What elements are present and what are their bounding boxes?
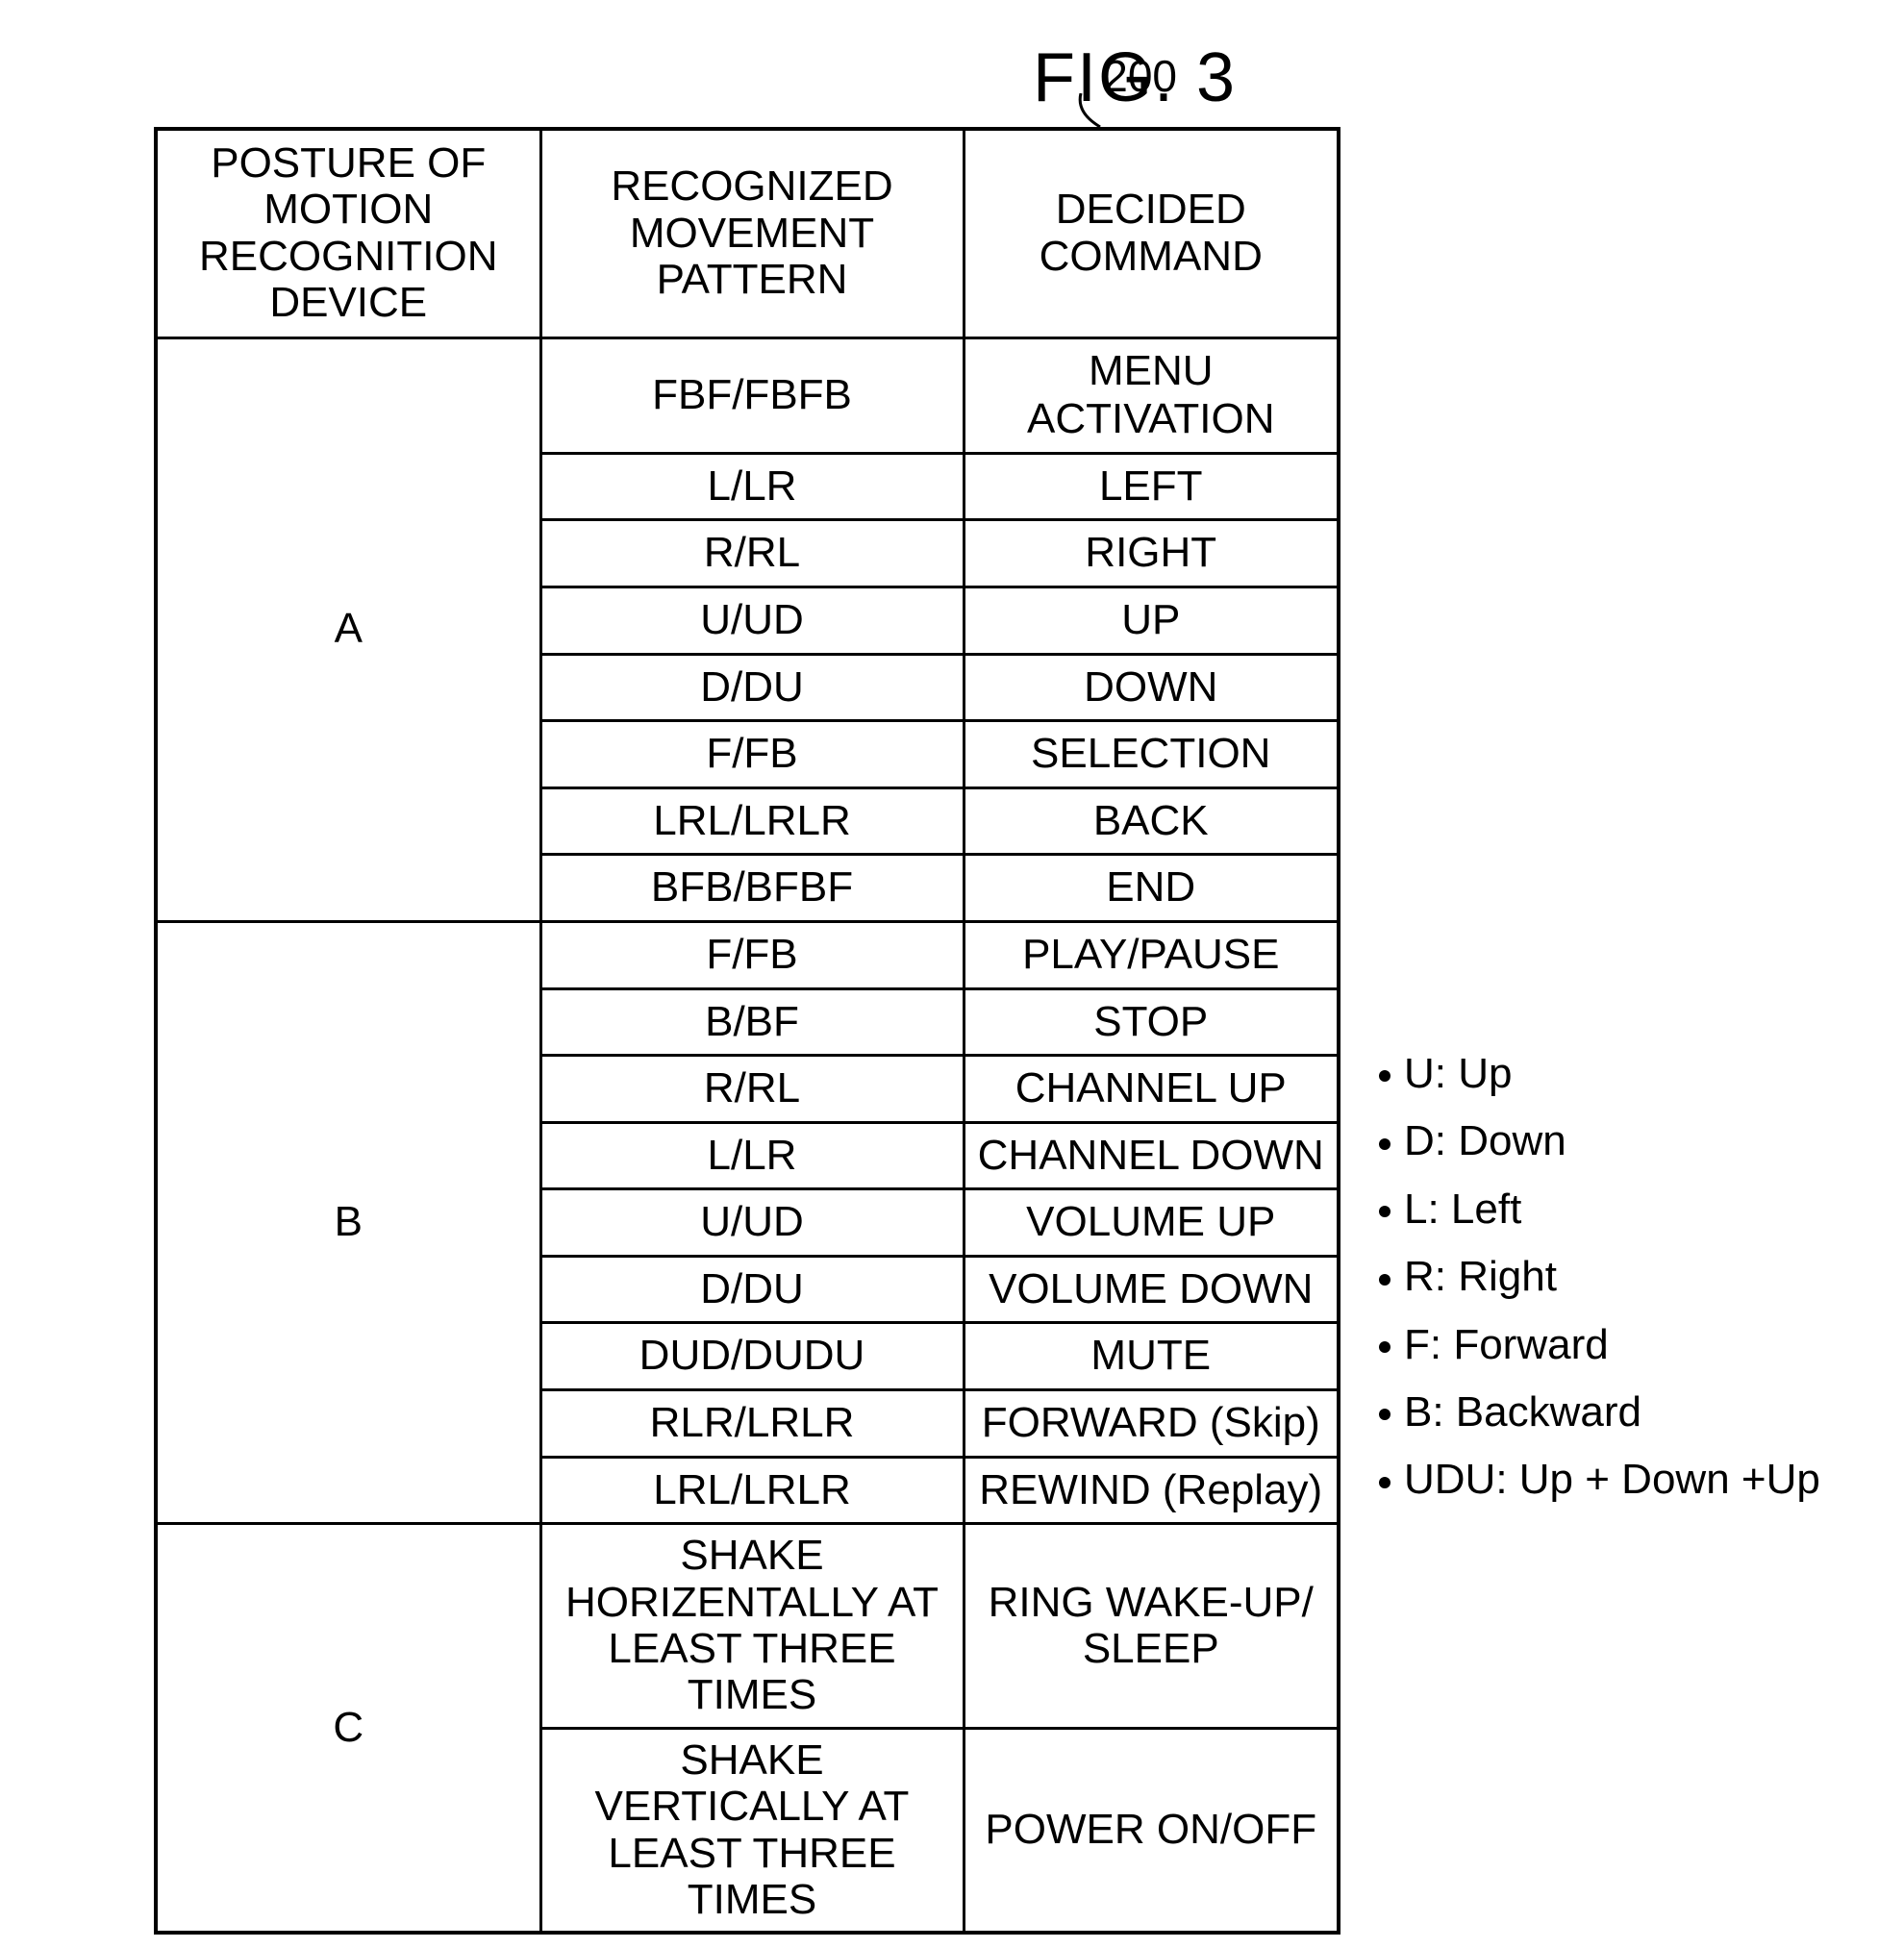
command-cell: CHANNEL UP bbox=[964, 1056, 1339, 1123]
pattern-cell: F/FB bbox=[540, 721, 964, 788]
table-row: AFBF/FBFBMENU ACTIVATION bbox=[156, 337, 1339, 453]
header-pattern: RECOGNIZED MOVEMENT PATTERN bbox=[540, 129, 964, 337]
pattern-cell: B/BF bbox=[540, 988, 964, 1056]
bullet-icon bbox=[1379, 1341, 1390, 1353]
legend-text: D: Down bbox=[1404, 1117, 1566, 1164]
bullet-icon bbox=[1379, 1206, 1390, 1217]
pattern-cell: LRL/LRLR bbox=[540, 787, 964, 855]
command-cell: RING WAKE-UP/ SLEEP bbox=[964, 1524, 1339, 1729]
legend-text: B: Backward bbox=[1404, 1388, 1641, 1436]
pattern-cell: LRL/LRLR bbox=[540, 1457, 964, 1524]
table-row: BF/FBPLAY/PAUSE bbox=[156, 921, 1339, 988]
pattern-cell: U/UD bbox=[540, 1189, 964, 1257]
pattern-cell: FBF/FBFB bbox=[540, 337, 964, 453]
posture-cell: B bbox=[156, 921, 540, 1523]
pattern-cell: R/RL bbox=[540, 520, 964, 587]
pattern-cell: F/FB bbox=[540, 921, 964, 988]
pattern-cell: D/DU bbox=[540, 1256, 964, 1323]
pattern-cell: R/RL bbox=[540, 1056, 964, 1123]
pattern-cell: SHAKE HORIZENTALLY AT LEAST THREE TIMES bbox=[540, 1524, 964, 1729]
header-row: POSTURE OF MOTION RECOGNITION DEVICE REC… bbox=[156, 129, 1339, 337]
pattern-cell: DUD/DUDU bbox=[540, 1323, 964, 1390]
legend-item: D: Down bbox=[1379, 1108, 1820, 1175]
posture-cell: C bbox=[156, 1524, 540, 1934]
pattern-cell: RLR/LRLR bbox=[540, 1390, 964, 1458]
legend-item: UDU: Up + Down +Up bbox=[1379, 1446, 1820, 1513]
header-posture: POSTURE OF MOTION RECOGNITION DEVICE bbox=[156, 129, 540, 337]
command-cell: DOWN bbox=[964, 654, 1339, 721]
command-cell: CHANNEL DOWN bbox=[964, 1122, 1339, 1189]
command-cell: LEFT bbox=[964, 453, 1339, 520]
pattern-cell: U/UD bbox=[540, 587, 964, 654]
bullet-icon bbox=[1379, 1409, 1390, 1420]
legend-item: L: Left bbox=[1379, 1176, 1820, 1243]
figure-container: 200 POSTURE OF MOTION RECOGNITION DEVICE… bbox=[38, 127, 1866, 1935]
table-wrap: 200 POSTURE OF MOTION RECOGNITION DEVICE… bbox=[154, 127, 1340, 1935]
legend-text: U: Up bbox=[1404, 1050, 1512, 1097]
command-cell: BACK bbox=[964, 787, 1339, 855]
legend-text: L: Left bbox=[1404, 1186, 1521, 1233]
bullet-icon bbox=[1379, 1274, 1390, 1286]
command-cell: FORWARD (Skip) bbox=[964, 1390, 1339, 1458]
command-cell: RIGHT bbox=[964, 520, 1339, 587]
bullet-icon bbox=[1379, 1070, 1390, 1082]
legend-item: B: Backward bbox=[1379, 1379, 1820, 1446]
command-cell: SELECTION bbox=[964, 721, 1339, 788]
pattern-cell: SHAKE VERTICALLY AT LEAST THREE TIMES bbox=[540, 1728, 964, 1933]
legend-text: UDU: Up + Down +Up bbox=[1404, 1456, 1820, 1503]
legend-item: F: Forward bbox=[1379, 1311, 1820, 1379]
legend-text: F: Forward bbox=[1404, 1321, 1609, 1368]
command-cell: REWIND (Replay) bbox=[964, 1457, 1339, 1524]
command-cell: END bbox=[964, 855, 1339, 922]
bullet-icon bbox=[1379, 1477, 1390, 1488]
command-cell: POWER ON/OFF bbox=[964, 1728, 1339, 1933]
bullet-icon bbox=[1379, 1138, 1390, 1150]
pattern-cell: BFB/BFBF bbox=[540, 855, 964, 922]
table-row: CSHAKE HORIZENTALLY AT LEAST THREE TIMES… bbox=[156, 1524, 1339, 1729]
command-cell: PLAY/PAUSE bbox=[964, 921, 1339, 988]
legend-item: U: Up bbox=[1379, 1040, 1820, 1108]
command-cell: VOLUME UP bbox=[964, 1189, 1339, 1257]
pattern-cell: D/DU bbox=[540, 654, 964, 721]
pattern-cell: L/LR bbox=[540, 453, 964, 520]
command-cell: VOLUME DOWN bbox=[964, 1256, 1339, 1323]
command-cell: UP bbox=[964, 587, 1339, 654]
legend: U: Up D: Down L: Left R: Right F: Forward B: … bbox=[1379, 1040, 1820, 1514]
posture-cell: A bbox=[156, 337, 540, 921]
callout-connector bbox=[1071, 93, 1129, 132]
header-command: DECIDED COMMAND bbox=[964, 129, 1339, 337]
command-cell: MUTE bbox=[964, 1323, 1339, 1390]
command-table: POSTURE OF MOTION RECOGNITION DEVICE REC… bbox=[154, 127, 1340, 1935]
pattern-cell: L/LR bbox=[540, 1122, 964, 1189]
command-cell: STOP bbox=[964, 988, 1339, 1056]
command-cell: MENU ACTIVATION bbox=[964, 337, 1339, 453]
legend-item: R: Right bbox=[1379, 1243, 1820, 1311]
legend-text: R: Right bbox=[1404, 1253, 1557, 1300]
